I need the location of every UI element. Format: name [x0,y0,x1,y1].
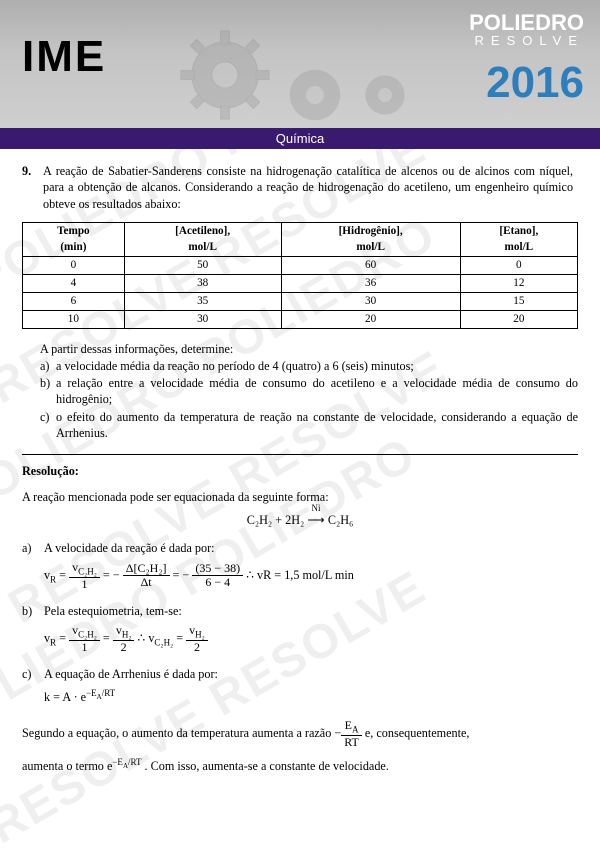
answer-a: a) A velocidade da reação é dada por: vR… [22,540,578,591]
parts: A partir dessas informações, determine: … [40,341,578,442]
solution-intro: A reação mencionada pode ser equacionada… [22,489,578,505]
equation: C₂H₂ + 2H₂ Ni⟶ C₂H₆ [22,512,578,528]
table-row: 4383612 [23,274,578,292]
eq-c: k = A · e−EA/RT [44,687,578,706]
table-header: [Acetileno],mol/L [124,223,281,256]
brand-sub: RESOLVE [469,34,584,47]
question-block: 9. A reação de Sabatier-Sanderens consis… [22,163,578,212]
table-row: 10302020 [23,310,578,328]
data-table: Tempo(min)[Acetileno],mol/L[Hidrogênio],… [22,222,578,329]
gear-icon [350,60,420,130]
part-letter: b) [40,375,56,408]
subject-bar: Química [0,128,600,149]
eq-a: vR = vC₂H₂1 = − Δ[C₂H₂]Δt = − (35 − 38)6… [44,561,578,591]
eq-b: vR = vC₂H₂1 = vH₂2 ∴ vC₂H₂ = vH₂2 [44,624,578,654]
table-header: [Etano],mol/L [460,223,577,256]
brand-main: POLIEDRO [469,12,584,34]
part-c: o efeito do aumento da temperatura de re… [56,409,578,442]
table-header: [Hidrogênio],mol/L [281,223,460,256]
resolution-label: Resolução: [22,463,578,479]
part-a: a velocidade média da reação no período … [56,358,578,374]
question-number: 9. [22,163,40,179]
table-row: 6353015 [23,292,578,310]
content: 9. A reação de Sabatier-Sanderens consis… [0,149,600,796]
table-row: 050600 [23,256,578,274]
answer-c: c) A equação de Arrhenius é dada por: k … [22,666,578,774]
brand-logo: POLIEDRO RESOLVE [469,12,584,47]
answer-c-para: Segundo a equação, o aumento da temperat… [22,719,578,749]
parts-intro: A partir dessas informações, determine: [40,341,578,357]
answer-c-para2: aumenta o termo e−EA/RT . Com isso, aume… [22,756,578,775]
gear-icon [170,20,280,130]
divider [22,454,578,455]
gear-icon [270,50,360,140]
year: 2016 [486,58,584,108]
table-header: Tempo(min) [23,223,125,256]
part-letter: c) [40,409,56,442]
question-text: A reação de Sabatier-Sanderens consiste … [43,163,573,212]
part-letter: a) [40,358,56,374]
ime-logo: IME [22,32,106,82]
header: IME POLIEDRO RESOLVE 2016 [0,0,600,128]
part-b: a relação entre a velocidade média de co… [56,375,578,408]
answer-b: b) Pela estequiometria, tem-se: vR = vC₂… [22,603,578,654]
